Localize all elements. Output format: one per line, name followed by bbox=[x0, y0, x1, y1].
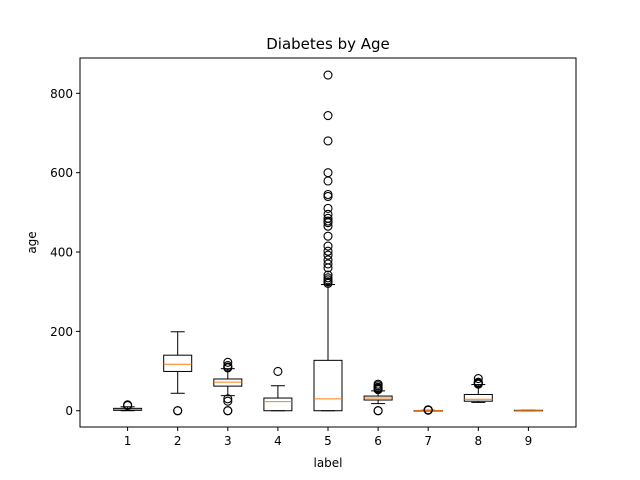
box-group-7 bbox=[413, 405, 443, 415]
outlier-point bbox=[323, 110, 333, 121]
x-tick-label: 7 bbox=[424, 434, 432, 448]
outlier-point bbox=[323, 273, 333, 283]
x-tick-label: 6 bbox=[374, 434, 382, 448]
x-tick-label: 9 bbox=[525, 434, 533, 448]
box-group-9 bbox=[513, 409, 543, 412]
outlier-point bbox=[323, 231, 333, 241]
y-axis-label: age bbox=[25, 231, 39, 253]
outlier-point bbox=[223, 396, 233, 406]
box bbox=[313, 359, 343, 412]
outlier-point bbox=[423, 405, 433, 415]
outlier-point bbox=[323, 216, 333, 226]
outlier-point bbox=[323, 70, 333, 80]
outlier-point bbox=[323, 209, 333, 219]
outlier-point bbox=[373, 406, 383, 416]
chart-title: Diabetes by Age bbox=[266, 35, 390, 53]
y-tick-label: 200 bbox=[50, 325, 73, 339]
outlier-point bbox=[173, 406, 183, 416]
y-tick-label: 600 bbox=[50, 166, 73, 180]
outlier-point bbox=[323, 270, 333, 280]
outlier-point bbox=[323, 189, 333, 200]
outlier-point bbox=[323, 246, 333, 256]
y-tick-label: 800 bbox=[50, 87, 73, 101]
outlier-point bbox=[473, 374, 483, 384]
plot-area bbox=[113, 70, 543, 416]
box-group-5 bbox=[313, 70, 343, 412]
outlier-point bbox=[273, 366, 283, 377]
outlier-point bbox=[323, 168, 333, 178]
box-group-3 bbox=[213, 357, 243, 416]
box-group-4 bbox=[263, 366, 293, 412]
box bbox=[263, 397, 293, 412]
x-tick-label: 5 bbox=[324, 434, 332, 448]
y-tick-label: 0 bbox=[65, 404, 73, 418]
outlier-point bbox=[223, 406, 233, 416]
outlier-point bbox=[323, 191, 333, 202]
box bbox=[163, 354, 193, 372]
outlier-point bbox=[223, 394, 233, 404]
x-axis-label: label bbox=[313, 456, 342, 470]
outlier-point bbox=[473, 377, 483, 387]
box-group-8 bbox=[463, 374, 493, 403]
outlier-point bbox=[223, 360, 233, 371]
outlier-point bbox=[323, 203, 333, 213]
box bbox=[463, 393, 493, 402]
outlier-point bbox=[323, 136, 333, 146]
x-tick-label: 4 bbox=[274, 434, 282, 448]
outlier-point bbox=[323, 176, 333, 186]
outlier-point bbox=[323, 241, 333, 251]
box-group-1 bbox=[113, 400, 143, 412]
x-tick-label: 3 bbox=[224, 434, 232, 448]
y-tick-label: 400 bbox=[50, 246, 73, 260]
outlier-point bbox=[323, 255, 333, 265]
outlier-point bbox=[323, 259, 333, 269]
outlier-point bbox=[323, 213, 333, 223]
outlier-point bbox=[323, 250, 333, 260]
box-group-6 bbox=[363, 379, 393, 416]
x-tick-label: 1 bbox=[124, 434, 132, 448]
box-group-2 bbox=[163, 331, 193, 416]
outlier-point bbox=[223, 357, 233, 367]
x-tick-label: 8 bbox=[474, 434, 482, 448]
outlier-point bbox=[123, 400, 133, 410]
x-tick-label: 2 bbox=[174, 434, 182, 448]
outlier-point bbox=[373, 379, 383, 389]
